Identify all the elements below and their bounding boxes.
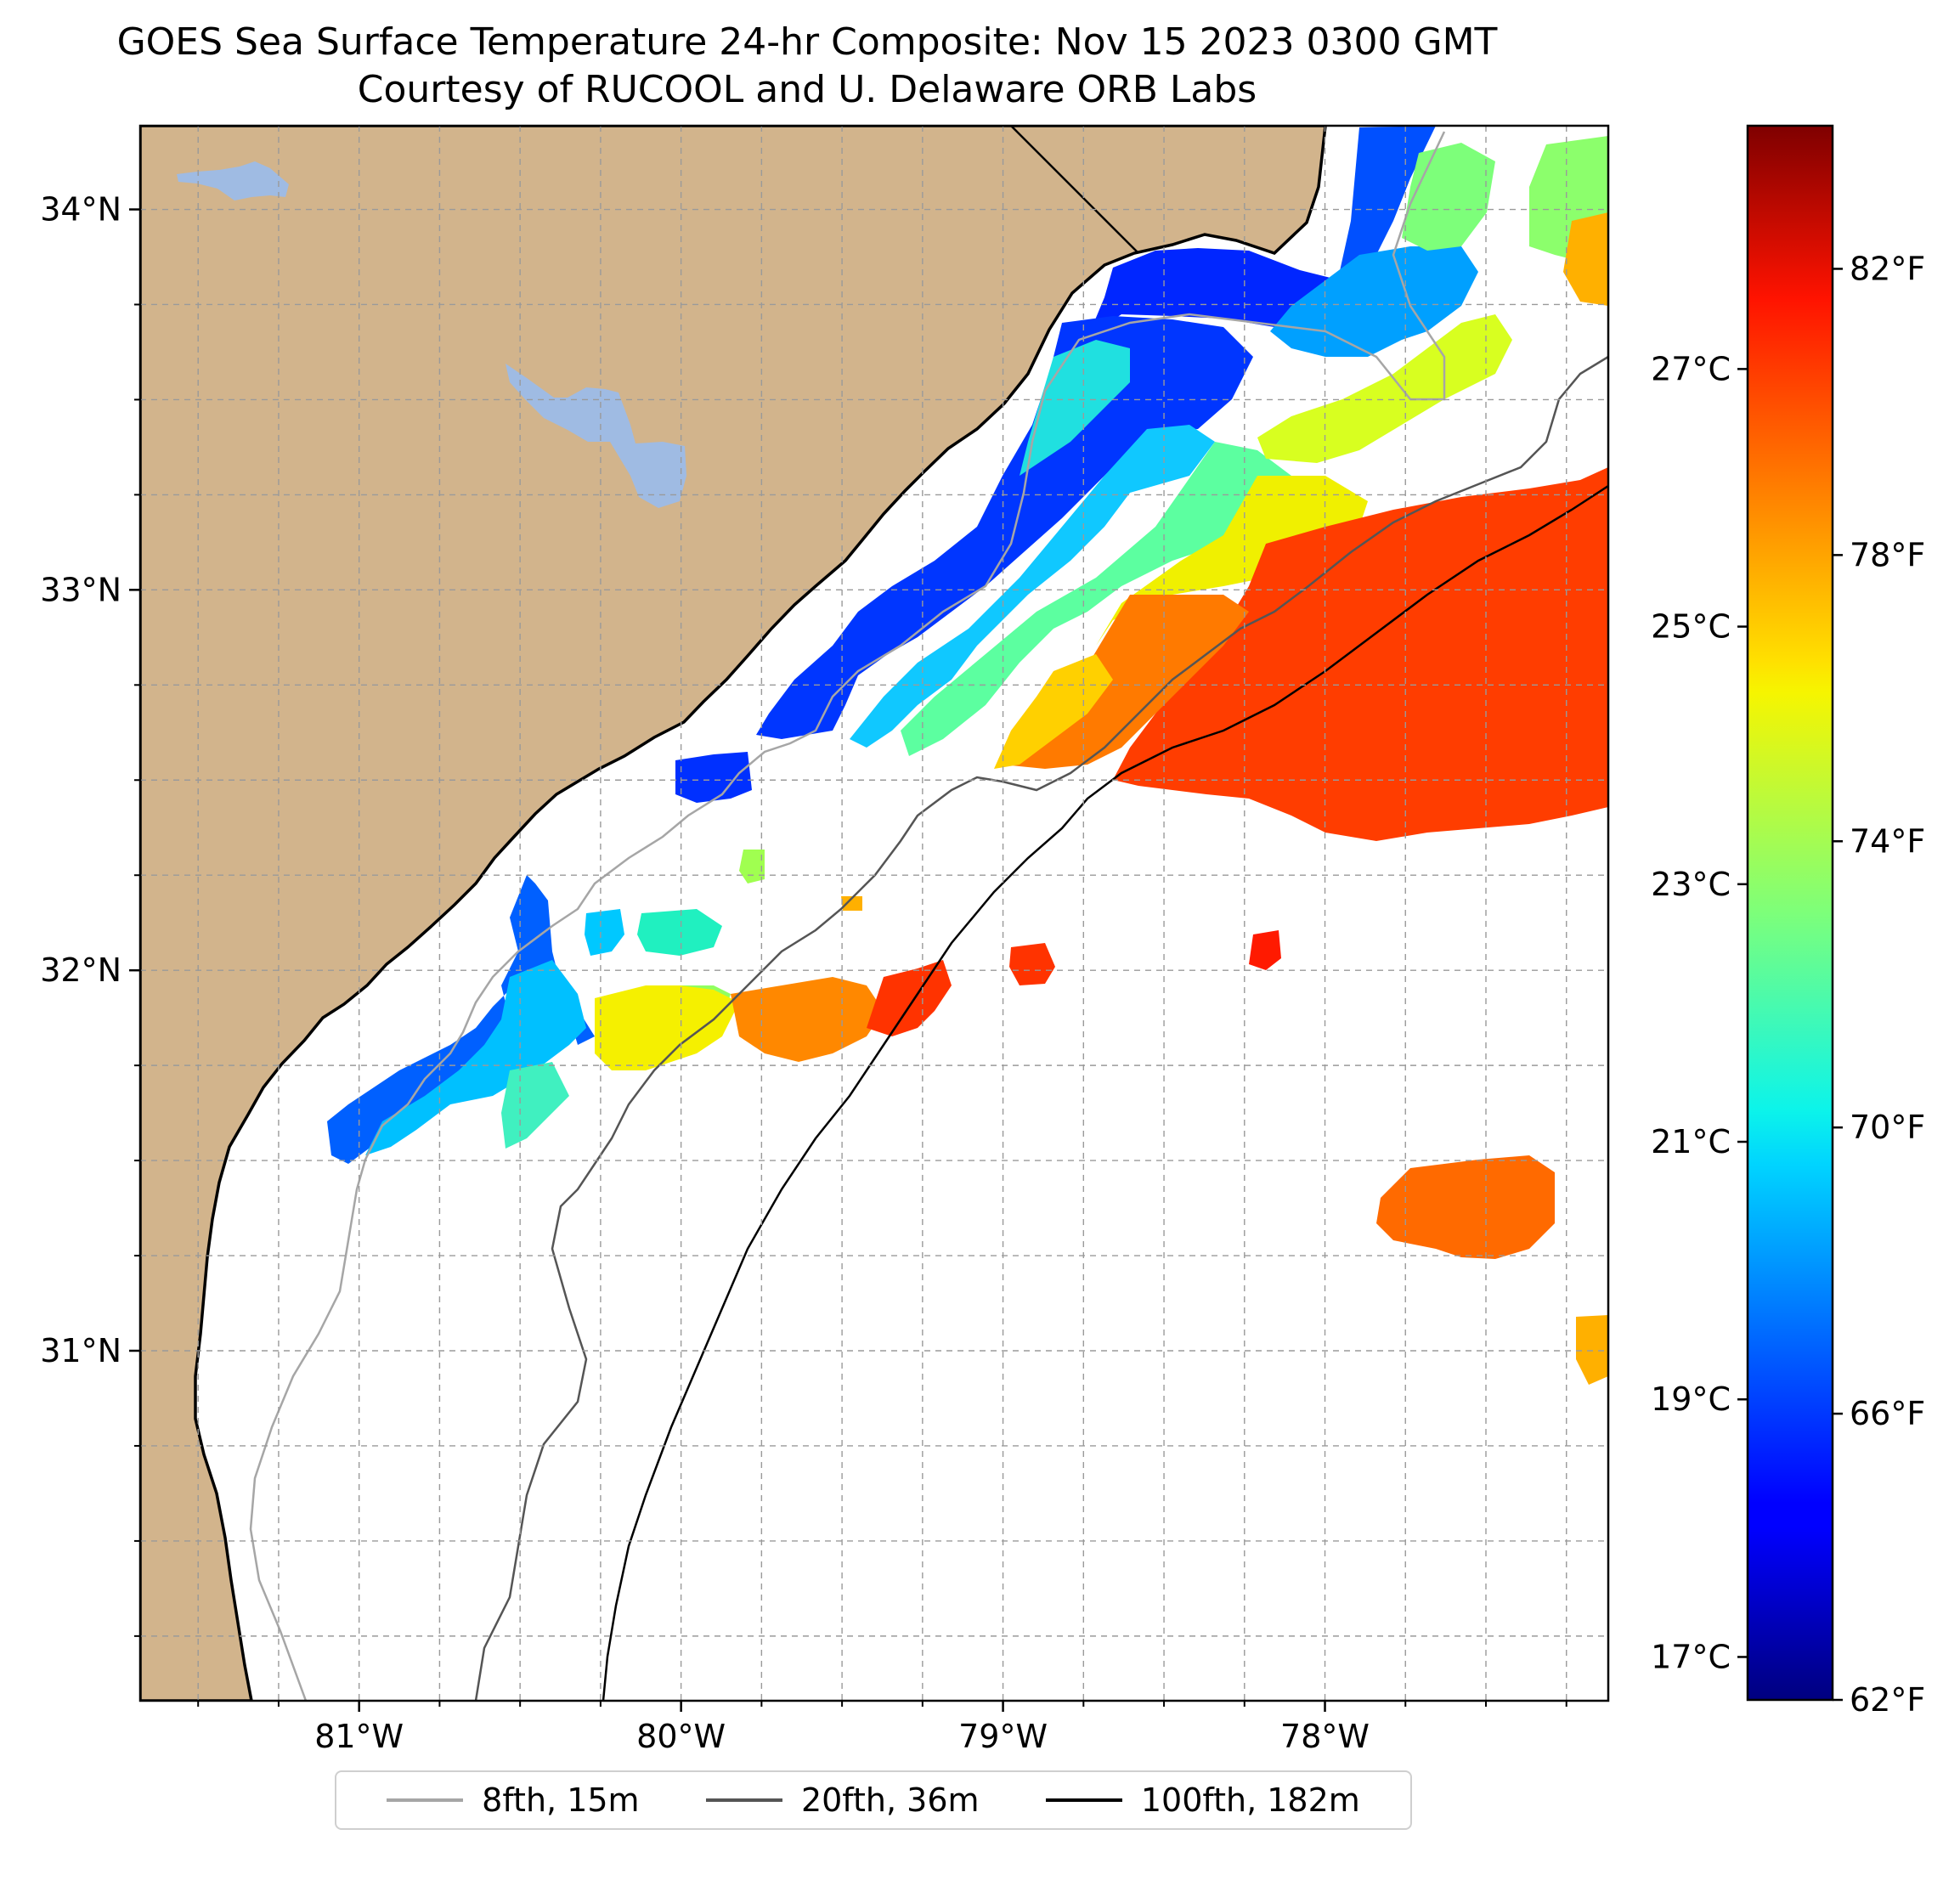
colorbar-label-c: 19°C [1651,1380,1731,1418]
colorbar-label-f: 66°F [1850,1395,1925,1432]
sst-patch-red-south [867,960,952,1036]
tick-label-lon: 79°W [958,1718,1048,1755]
gridlines [140,126,1608,1701]
sst-patch-teal-islet [637,909,722,956]
sst-patch-orange-south [731,977,884,1062]
sst-patch-orange-small [841,896,862,911]
sst-patch-blue-islet [675,752,752,803]
sst-patch-orange-ne-edge [1563,212,1608,306]
sst-patch-warm-gulf-stream [1113,467,1608,841]
legend-swatch-20fth [705,1798,782,1802]
sst-patch-yellow-mid [1096,476,1368,646]
sst-patch-cold-south [327,875,595,1164]
tick-label-lat: 34°N [40,191,121,229]
sst-patch-green-ne [1402,143,1495,251]
sst-patch-green-mid [901,442,1291,756]
legend-label-8fth: 8fth, 15m [482,1781,640,1819]
legend-label-20fth: 20fth, 36m [800,1781,980,1819]
sst-patch-teal-south [501,1062,569,1149]
sst-patch-cyan-islet [585,909,624,956]
colorbar-label-c: 27°C [1651,350,1731,387]
legend-item-8fth: 8fth, 15m [387,1781,640,1819]
legend-label-100fth: 100fth, 182m [1140,1781,1360,1819]
sst-patch-cyan-mid [850,425,1215,748]
tick-label-lon: 80°W [636,1718,726,1755]
state-border [1010,126,1139,254]
map-subtitle: Courtesy of RUCOOL and U. Delaware ORB L… [357,68,1257,111]
sst-patch-orange-se-edge [1576,1315,1608,1385]
sst-patch-green-islet [739,850,765,884]
legend-swatch-100fth [1045,1798,1122,1802]
legend-swatch-8fth [387,1798,464,1802]
isobath-20fth [474,355,1608,1701]
sst-patch-cold-coastal [756,316,1253,739]
sst-patch-warm-eddy-se [1376,1155,1555,1259]
isobath-100fth [602,484,1608,1701]
colorbar-gradient [1746,124,1834,1702]
tick-label-lat: 32°N [40,951,121,989]
tick-label-lat: 31°N [40,1332,121,1369]
colorbar-label-f: 78°F [1850,536,1925,573]
sst-patch-red-eddy-1 [1009,943,1055,985]
colorbar-label-f: 82°F [1850,250,1925,287]
sst-patch-yellow-south [595,985,739,1070]
legend-item-20fth: 20fth, 36m [705,1781,980,1819]
colorbar-ticks: 62°F 66°F 70°F 74°F 78°F 82°F 17°C 19°C 21°C 23°C… [1651,250,1925,1719]
colorbar-label-c: 23°C [1651,866,1731,903]
legend-item-100fth: 100fth, 182m [1045,1781,1360,1819]
colorbar-label-f: 70°F [1850,1109,1925,1146]
colorbar-label-c: 17°C [1651,1638,1731,1675]
lake-marion [177,161,289,200]
sst-patch-red-eddy-2 [1249,930,1281,970]
isobath-legend: 8fth, 15m 20fth, 36m 100fth, 182m [335,1770,1412,1830]
sst-patch-cyan-south [365,960,586,1155]
map-frame [138,124,1610,1702]
colorbar: 62°F 66°F 70°F 74°F 78°F 82°F 17°C 19°C 21°C 23°C… [1651,124,1925,1719]
sst-patch-yellow-ne [1257,314,1512,463]
sst-field [327,126,1608,1385]
tick-label-lat: 33°N [40,571,121,608]
axis-ticks: 81°W 80°W 79°W 78°W 31°N 32°N 33°N 34°N [40,191,1567,1755]
colorbar-label-f: 74°F [1850,822,1925,860]
tick-label-lon: 78°W [1280,1718,1370,1755]
land [140,126,1327,1701]
colorbar-label-c: 21°C [1651,1123,1731,1160]
map-area [140,126,1608,1701]
tick-label-lon: 81°W [314,1718,404,1755]
map-title: GOES Sea Surface Temperature 24-hr Compo… [116,20,1498,64]
isobath-8fth [249,131,1446,1701]
colorbar-label-c: 25°C [1651,608,1731,646]
colorbar-label-f: 62°F [1850,1681,1925,1719]
sst-patch-green-coastal [1020,340,1130,476]
